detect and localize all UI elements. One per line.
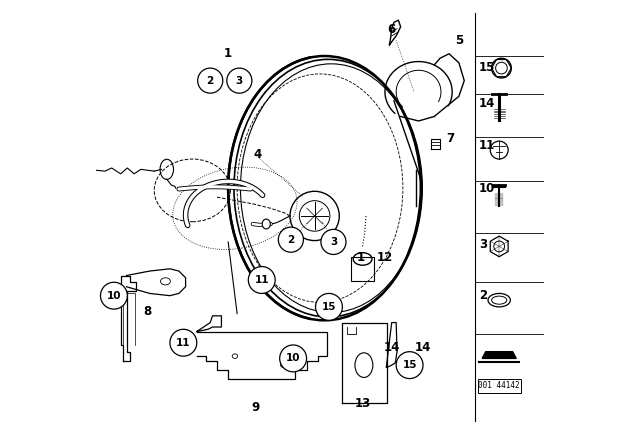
Text: 7: 7 (446, 132, 454, 146)
Text: 9: 9 (251, 401, 259, 414)
Text: 5: 5 (455, 34, 463, 47)
Text: 6: 6 (388, 22, 396, 36)
Text: 10: 10 (479, 181, 495, 195)
Circle shape (396, 352, 423, 379)
Circle shape (248, 267, 275, 293)
Circle shape (198, 68, 223, 93)
Bar (351, 257, 374, 281)
Text: 11: 11 (479, 139, 495, 152)
Text: 2: 2 (207, 76, 214, 86)
Circle shape (278, 227, 303, 252)
Text: 4: 4 (253, 148, 261, 161)
Polygon shape (482, 352, 516, 358)
Text: 10: 10 (286, 353, 300, 363)
Text: 10: 10 (107, 291, 121, 301)
Circle shape (170, 329, 197, 356)
Text: 14: 14 (479, 96, 495, 110)
Text: 2: 2 (479, 289, 487, 302)
Bar (477, 379, 521, 393)
Ellipse shape (262, 219, 270, 229)
Text: 12: 12 (377, 251, 393, 264)
Text: 1: 1 (356, 251, 364, 264)
Circle shape (316, 293, 342, 320)
Text: 3: 3 (330, 237, 337, 247)
Text: 2: 2 (287, 235, 294, 245)
Text: 14: 14 (383, 340, 400, 354)
Circle shape (280, 345, 307, 372)
Text: 001 44142: 001 44142 (478, 381, 520, 390)
Text: 3: 3 (479, 237, 487, 251)
Text: 3: 3 (236, 76, 243, 86)
Text: 15: 15 (403, 360, 417, 370)
Text: 15: 15 (322, 302, 336, 312)
Text: 14: 14 (415, 340, 431, 354)
Circle shape (321, 229, 346, 254)
Text: 11: 11 (176, 338, 191, 348)
Text: 1: 1 (224, 47, 232, 60)
Circle shape (227, 68, 252, 93)
Text: 13: 13 (355, 396, 371, 410)
Circle shape (100, 282, 127, 309)
Text: 11: 11 (255, 275, 269, 285)
Text: 8: 8 (143, 305, 152, 318)
Text: 15: 15 (479, 60, 495, 74)
